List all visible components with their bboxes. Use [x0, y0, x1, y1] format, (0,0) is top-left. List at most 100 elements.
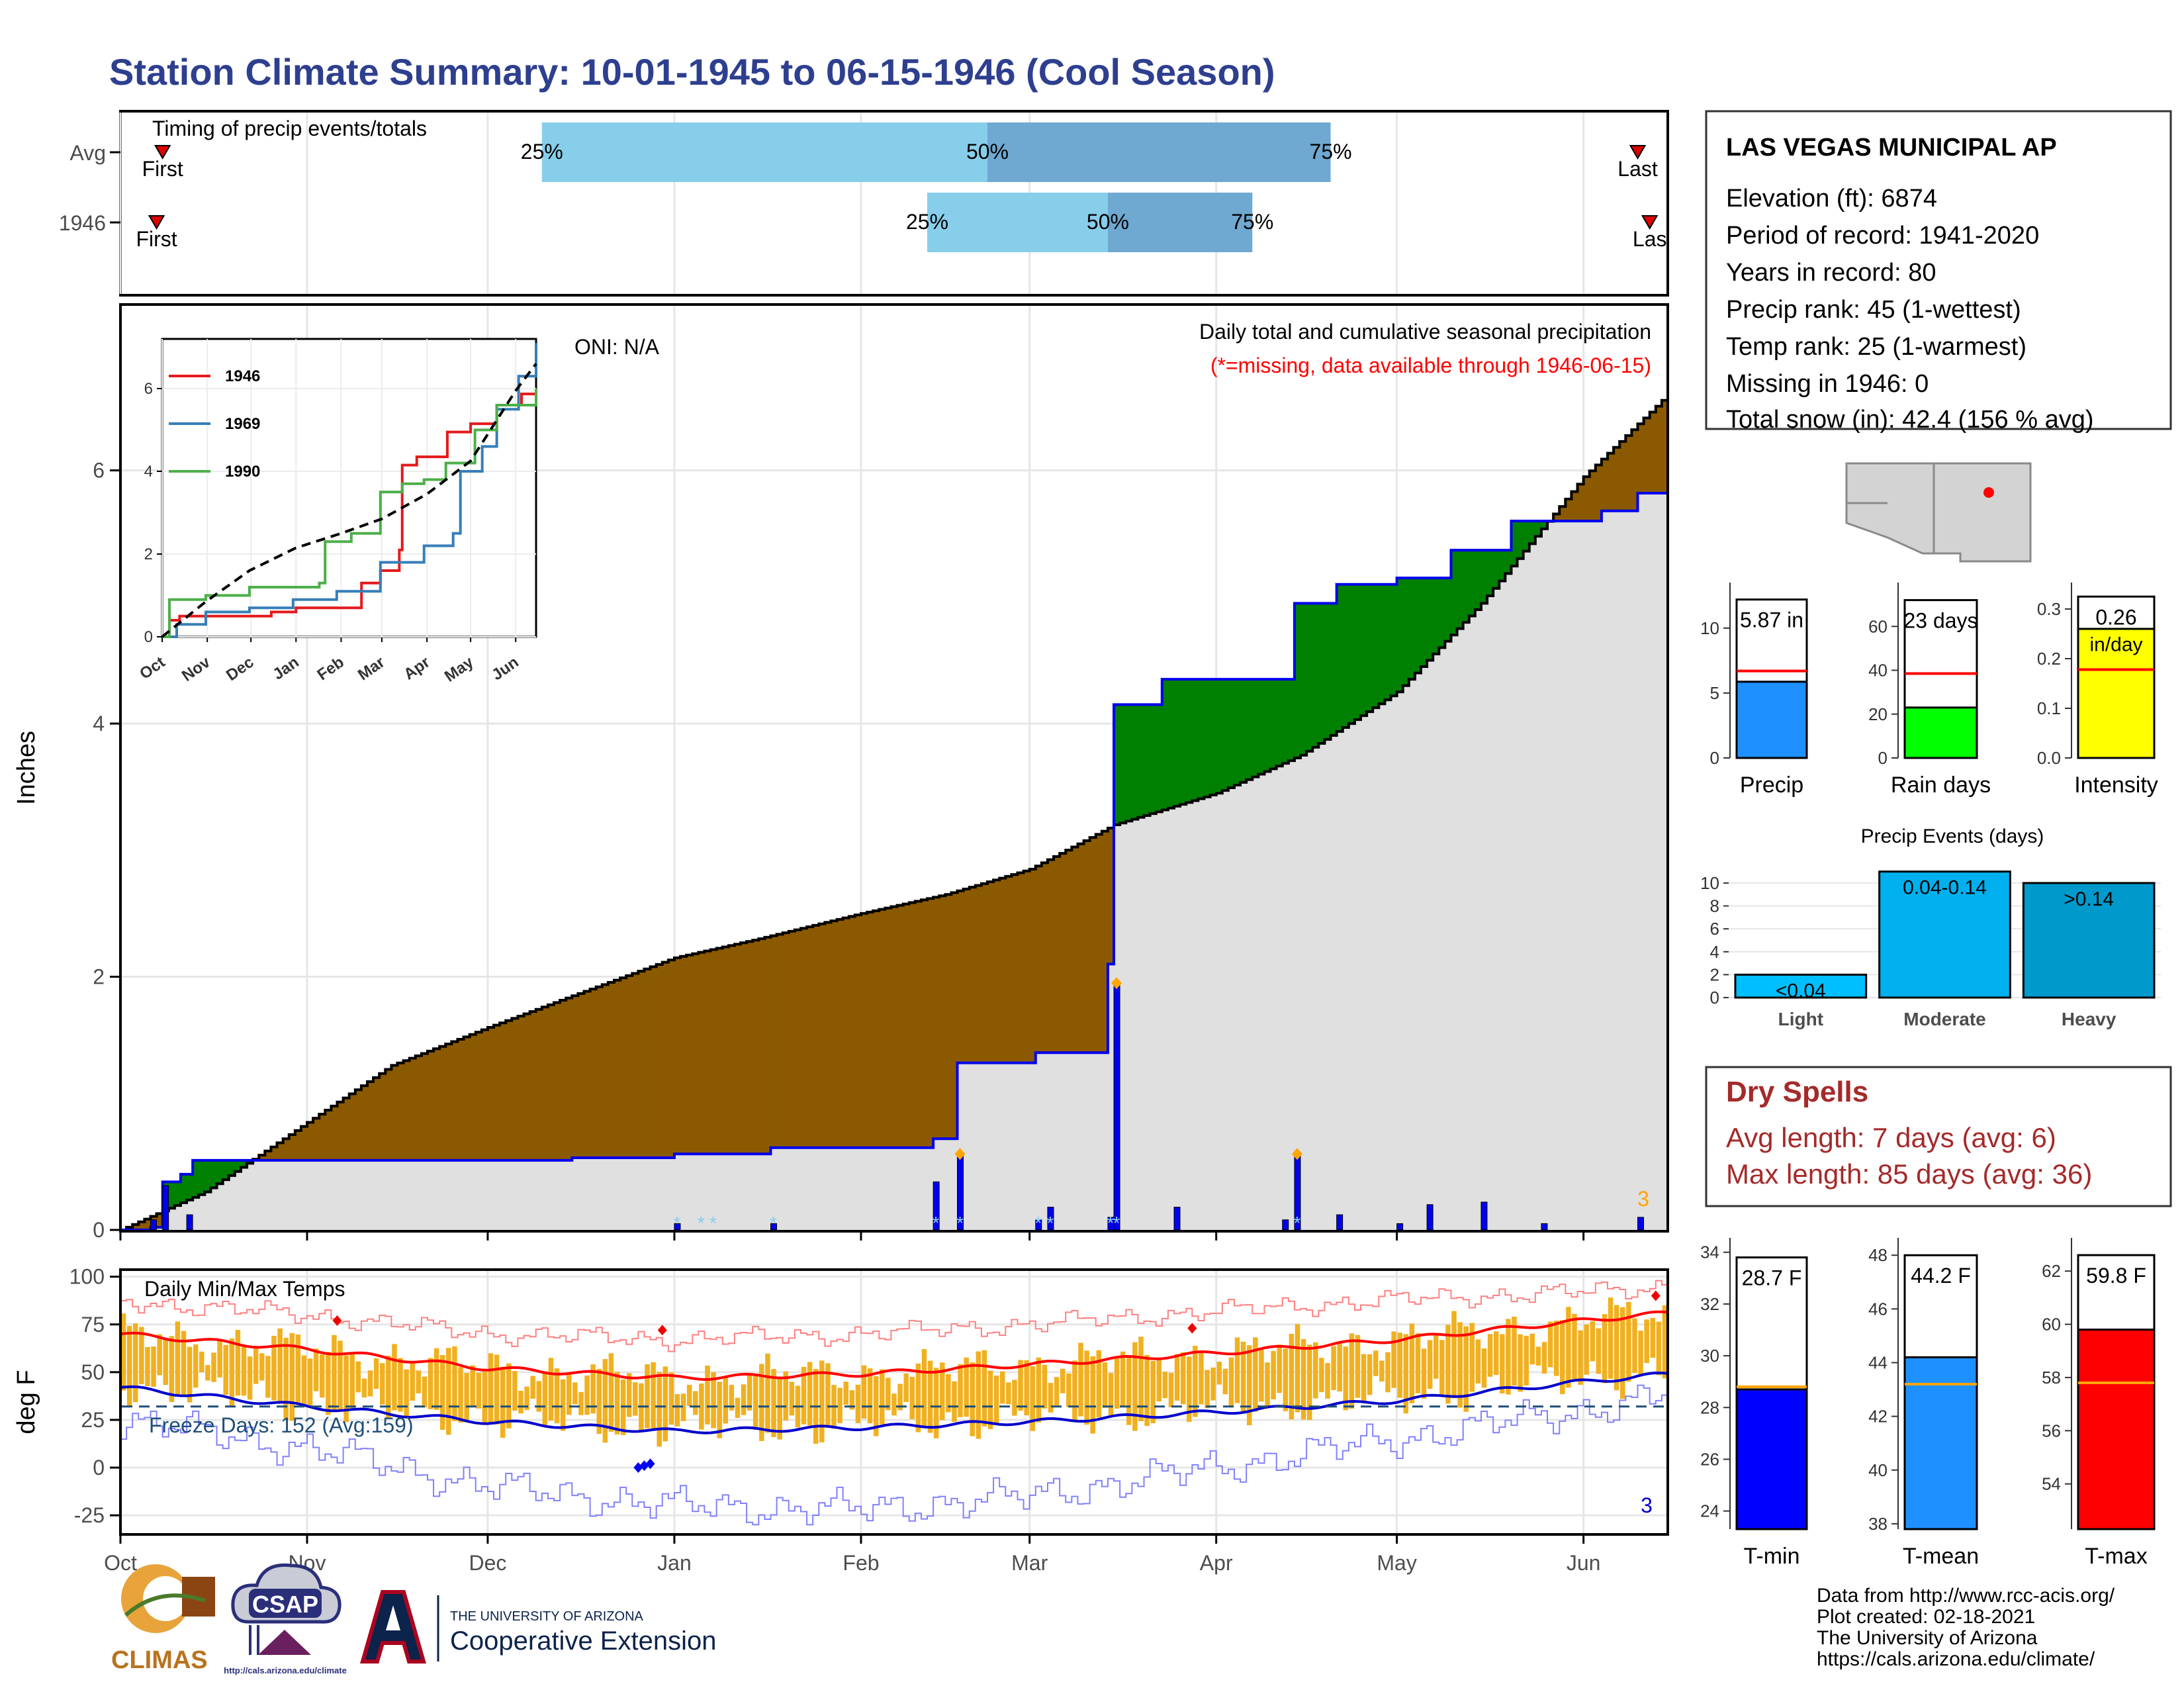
precip-deficit-area — [469, 1034, 477, 1160]
daily-temp-range-bar — [921, 1348, 927, 1427]
summary-panel-precip: 5.87 in 0 5 10 Precip — [1700, 583, 1808, 798]
daily-temp-range-bar — [843, 1382, 848, 1405]
precip-deficit-area — [367, 1081, 374, 1160]
precip-surplus-area — [1385, 584, 1392, 700]
timing-row-label: 1946 — [59, 211, 106, 235]
daily-temp-range-bar — [1096, 1350, 1102, 1418]
precip-deficit-area — [999, 878, 1006, 1063]
precip-surplus-area — [205, 1160, 212, 1192]
precip-base-fill — [1589, 521, 1596, 1230]
events-bar-label: >0.14 — [2064, 888, 2114, 910]
daily-temp-range-bar — [1078, 1342, 1083, 1417]
daily-temp-range-bar — [1084, 1350, 1089, 1425]
daily-temp-range-bar — [1638, 1331, 1643, 1376]
daily-temp-range-bar — [657, 1372, 662, 1447]
precip-deficit-area — [1625, 436, 1633, 511]
summary-panel-rain-days: 23 days 0 20 40 60 Rain days — [1868, 583, 1991, 798]
precip-base-fill — [1541, 528, 1548, 1230]
precip-base-fill — [361, 1160, 368, 1230]
daily-precip-bar — [1173, 1207, 1181, 1231]
precip-base-fill — [1282, 763, 1289, 1230]
daily-temp-range-bar — [1162, 1372, 1168, 1399]
daily-temp-range-bar — [554, 1368, 560, 1424]
csap-logo: CSAP http://cals.arizona.edu/climate — [224, 1563, 347, 1675]
precip-surplus-area — [1367, 584, 1373, 712]
inset-y-tick-label: 0 — [144, 628, 153, 646]
precip-surplus-area — [1210, 679, 1217, 796]
precip-deficit-area — [403, 1060, 410, 1160]
daily-temp-range-bar — [1662, 1305, 1668, 1379]
daily-temp-range-bar — [1277, 1344, 1282, 1393]
precip-base-fill — [216, 1184, 224, 1230]
precip-surplus-area — [1480, 550, 1488, 604]
timing-row-label: Avg — [69, 141, 106, 165]
precip-surplus-area — [1161, 679, 1169, 810]
precip-deficit-area — [1011, 874, 1019, 1063]
daily-temp-range-bar — [837, 1387, 842, 1423]
summary-value-unit: in/day — [2089, 633, 2142, 655]
daily-temp-range-bar — [349, 1353, 355, 1410]
precip-deficit-area — [1649, 412, 1657, 494]
cumulative-1946-line — [120, 492, 1668, 1231]
daily-temp-range-bar — [247, 1356, 253, 1400]
precip-base-fill — [313, 1160, 320, 1230]
daily-temp-range-bar — [1349, 1333, 1355, 1409]
daily-temp-range-bar — [211, 1352, 216, 1382]
precip-base-fill — [1294, 757, 1301, 1230]
precip-surplus-area — [1288, 679, 1295, 761]
precip-base-fill — [1005, 1062, 1012, 1230]
precip-deficit-area — [451, 1041, 459, 1160]
precip-surplus-area — [222, 1160, 230, 1180]
precip-base-fill — [1306, 751, 1313, 1230]
precip-deficit-area — [1637, 424, 1645, 494]
precip-base-fill — [199, 1194, 205, 1230]
summary-y-tick-label: 24 — [1700, 1501, 1719, 1521]
precip-deficit-area — [523, 1013, 531, 1160]
footer-line: Plot created: 02-18-2021 — [1817, 1606, 2035, 1628]
precip-surplus-area — [1132, 704, 1139, 820]
precip-base-fill — [1150, 814, 1157, 1230]
precip-base-fill — [1408, 679, 1416, 1230]
precip-deficit-area — [590, 989, 597, 1158]
temps-panel-border — [119, 1268, 1669, 1536]
timing-p50-label: 50% — [966, 140, 1009, 164]
precip-base-fill — [1138, 817, 1145, 1230]
precip-base-fill — [1535, 536, 1542, 1231]
missing-data-marker: * — [709, 1213, 717, 1233]
precip-deficit-area — [614, 980, 621, 1158]
precip-deficit-area — [969, 887, 976, 1063]
precip-deficit-area — [741, 943, 747, 1154]
daily-temp-range-bar — [1596, 1328, 1602, 1374]
summary-y-tick-label: 60 — [2042, 1315, 2061, 1335]
daily-temp-range-bar — [175, 1321, 181, 1397]
daily-temp-range-bar — [126, 1325, 132, 1406]
precip-base-fill — [632, 1157, 639, 1230]
daily-temp-range-bar — [952, 1381, 957, 1422]
precip-deficit-area — [1017, 872, 1024, 1063]
daily-temp-range-bar — [271, 1335, 277, 1401]
daily-temp-range-bar — [1205, 1370, 1210, 1409]
daily-temp-range-bar — [1054, 1377, 1060, 1406]
precip-surplus-area — [1451, 550, 1458, 635]
daily-temp-range-bar — [217, 1339, 222, 1378]
daily-temp-range-bar — [909, 1376, 915, 1419]
precip-deficit-area — [945, 894, 952, 1139]
daily-temp-range-bar — [777, 1376, 782, 1440]
precip-subheader: (*=missing, data available through 1946-… — [1210, 353, 1651, 377]
precip-base-fill — [794, 1147, 801, 1230]
precip-base-fill — [560, 1160, 567, 1230]
summary-y-tick-label: 0 — [1878, 748, 1888, 768]
daily-temp-range-bar — [343, 1355, 349, 1423]
precip-surplus-area — [1361, 584, 1367, 716]
precip-deficit-area — [650, 966, 657, 1158]
precip-base-fill — [957, 1062, 964, 1230]
precip-deficit-area — [457, 1039, 465, 1160]
inset-y-tick-label: 6 — [144, 380, 153, 398]
precip-deficit-area — [500, 1023, 506, 1160]
daily-temp-range-bar — [1295, 1324, 1300, 1413]
daily-precip-bar — [186, 1214, 193, 1231]
daily-temp-range-bar — [1108, 1373, 1114, 1415]
daily-temp-range-bar — [1487, 1334, 1493, 1377]
daily-temp-range-bar — [1469, 1323, 1475, 1392]
summary-y-tick-label: 26 — [1700, 1449, 1719, 1469]
